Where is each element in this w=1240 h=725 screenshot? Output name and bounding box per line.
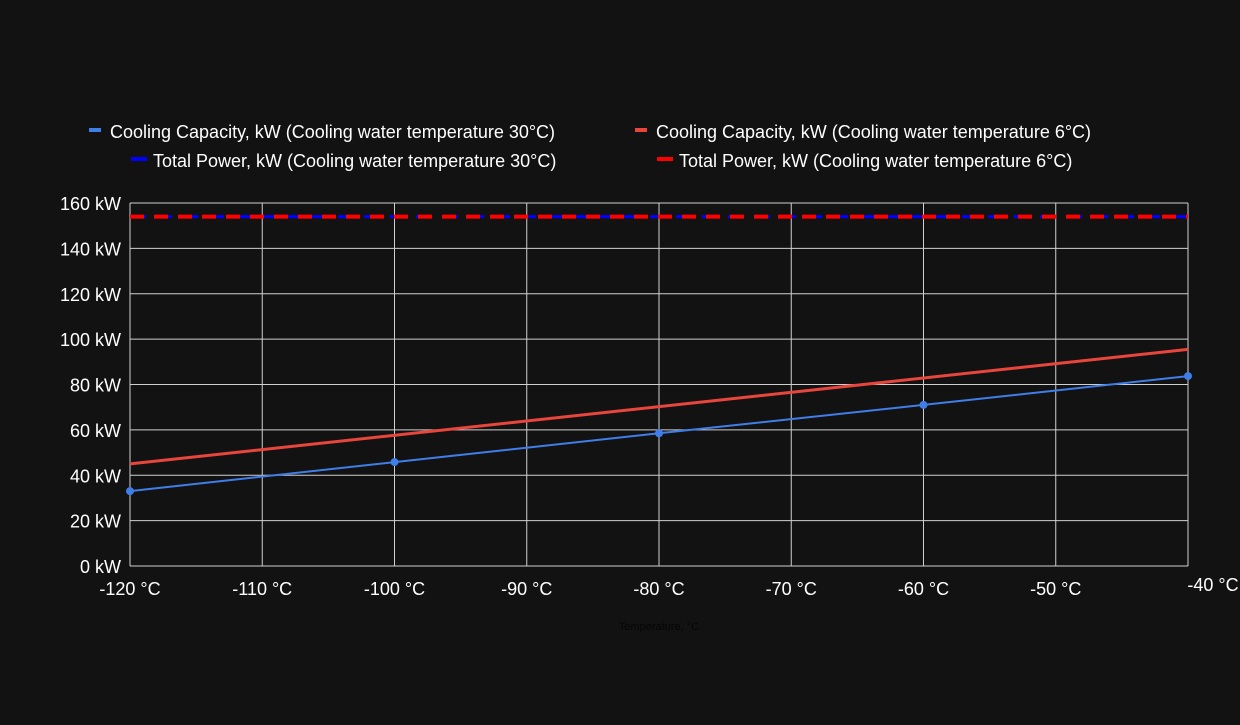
y-tick-label: 60 kW [70,421,121,441]
data-point [919,400,928,409]
y-tick-label: 80 kW [70,376,121,396]
y-tick-label: 160 kW [60,194,121,214]
x-axis-title: Temperature, °C [619,621,699,633]
y-tick-label: 20 kW [70,512,121,532]
x-tick-label: -70 °C [766,579,817,599]
y-axis: 0 kW 20 kW 40 kW 60 kW 80 kW 100 kW 120 kW 140 … [60,194,121,577]
x-tick-label: -120 °C [99,579,160,599]
data-point [655,429,663,438]
series-lines [126,214,1192,496]
data-point [126,487,134,496]
legend-label-3: Total Power, kW (Cooling water temperatu… [679,151,1072,171]
series-line-1 [129,347,1189,466]
legend-label-0: Cooling Capacity, kW (Cooling water temp… [110,122,555,142]
legend-label-2: Total Power, kW (Cooling water temperatu… [153,151,556,171]
y-tick-label: 40 kW [70,466,121,486]
x-tick-label: -80 °C [633,579,684,599]
legend: Cooling Capacity, kW (Cooling water temp… [89,122,1091,171]
y-tick-label: 0 kW [80,557,121,577]
x-tick-label: -110 °C [232,579,292,599]
data-point [390,458,399,467]
x-tick-label: -60 °C [898,579,949,599]
x-axis: -120 °C -110 °C -100 °C -90 °C -80 °C -70 °C -… [99,575,1238,599]
grid [129,202,1189,567]
y-tick-label: 100 kW [60,330,121,350]
x-tick-label: -50 °C [1030,579,1081,599]
x-tick-label: -40 °C [1187,575,1238,595]
y-tick-label: 140 kW [60,239,121,259]
legend-label-1: Cooling Capacity, kW (Cooling water temp… [656,122,1091,142]
data-point [1184,372,1192,381]
x-tick-label: -100 °C [364,579,425,599]
x-tick-label: -90 °C [501,579,552,599]
y-tick-label: 120 kW [60,285,121,305]
